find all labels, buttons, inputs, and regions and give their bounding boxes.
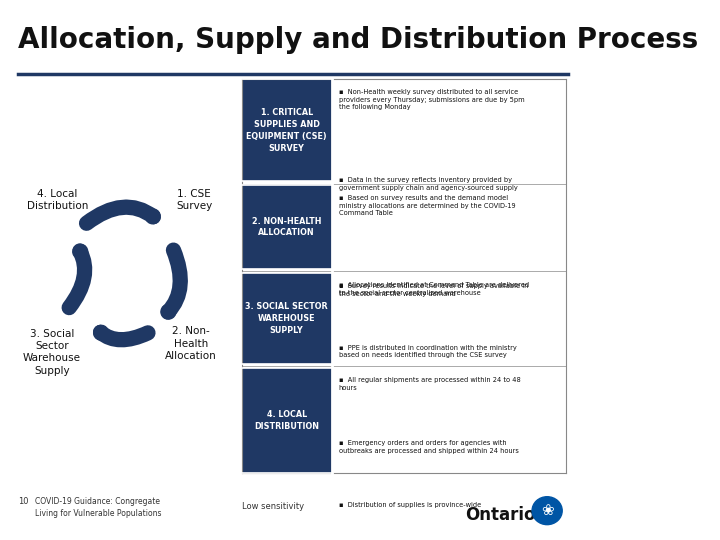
Text: 4. LOCAL
DISTRIBUTION: 4. LOCAL DISTRIBUTION xyxy=(254,410,319,431)
Text: ▪  Emergency orders and orders for agencies with
outbreaks are processed and shi: ▪ Emergency orders and orders for agenci… xyxy=(338,440,518,454)
Text: ▪  Distribution of supplies is province-wide: ▪ Distribution of supplies is province-w… xyxy=(338,502,481,508)
Text: ❀: ❀ xyxy=(541,503,554,518)
Text: ▪  PPE is distributed in coordination with the ministry
based on needs identifie: ▪ PPE is distributed in coordination wit… xyxy=(338,345,516,359)
Text: Low sensitivity: Low sensitivity xyxy=(242,502,304,511)
Text: 3. Social
Sector
Warehouse
Supply: 3. Social Sector Warehouse Supply xyxy=(23,329,81,376)
Text: 10: 10 xyxy=(17,497,28,505)
Text: ▪  Data in the survey reflects inventory provided by
government supply chain and: ▪ Data in the survey reflects inventory … xyxy=(338,177,517,191)
FancyBboxPatch shape xyxy=(242,368,332,473)
FancyBboxPatch shape xyxy=(242,185,332,269)
Text: 3. SOCIAL SECTOR
WAREHOUSE
SUPPLY: 3. SOCIAL SECTOR WAREHOUSE SUPPLY xyxy=(246,302,328,335)
FancyBboxPatch shape xyxy=(242,273,332,364)
Text: 1. CSE
Survey: 1. CSE Survey xyxy=(176,189,212,211)
Text: ▪  All regular shipments are processed within 24 to 48
hours: ▪ All regular shipments are processed wi… xyxy=(338,377,521,391)
Text: ▪  Survey results indicate the level of supply available in
the sector and the w: ▪ Survey results indicate the level of s… xyxy=(338,283,528,296)
Text: 4. Local
Distribution: 4. Local Distribution xyxy=(27,189,89,211)
Text: 2. Non-
Health
Allocation: 2. Non- Health Allocation xyxy=(165,326,217,361)
Text: COVID-19 Guidance: Congregate
Living for Vulnerable Populations: COVID-19 Guidance: Congregate Living for… xyxy=(35,497,161,517)
Text: ▪  Allocations identified at Command Table are delivered
to the social sector ce: ▪ Allocations identified at Command Tabl… xyxy=(338,282,528,296)
FancyBboxPatch shape xyxy=(242,79,332,181)
Text: 1. CRITICAL
SUPPLIES AND
EQUIPMENT (CSE)
SURVEY: 1. CRITICAL SUPPLIES AND EQUIPMENT (CSE)… xyxy=(246,108,327,152)
Circle shape xyxy=(532,497,562,525)
Text: 2. NON-HEALTH
ALLOCATION: 2. NON-HEALTH ALLOCATION xyxy=(252,217,321,238)
Text: Ontario: Ontario xyxy=(465,507,536,524)
Text: ▪  Non-Health weekly survey distributed to all service
providers every Thursday;: ▪ Non-Health weekly survey distributed t… xyxy=(338,89,524,111)
Text: ▪  Based on survey results and the demand model
ministry allocations are determi: ▪ Based on survey results and the demand… xyxy=(338,195,516,217)
Text: Allocation, Supply and Distribution Process: Allocation, Supply and Distribution Proc… xyxy=(17,25,698,53)
